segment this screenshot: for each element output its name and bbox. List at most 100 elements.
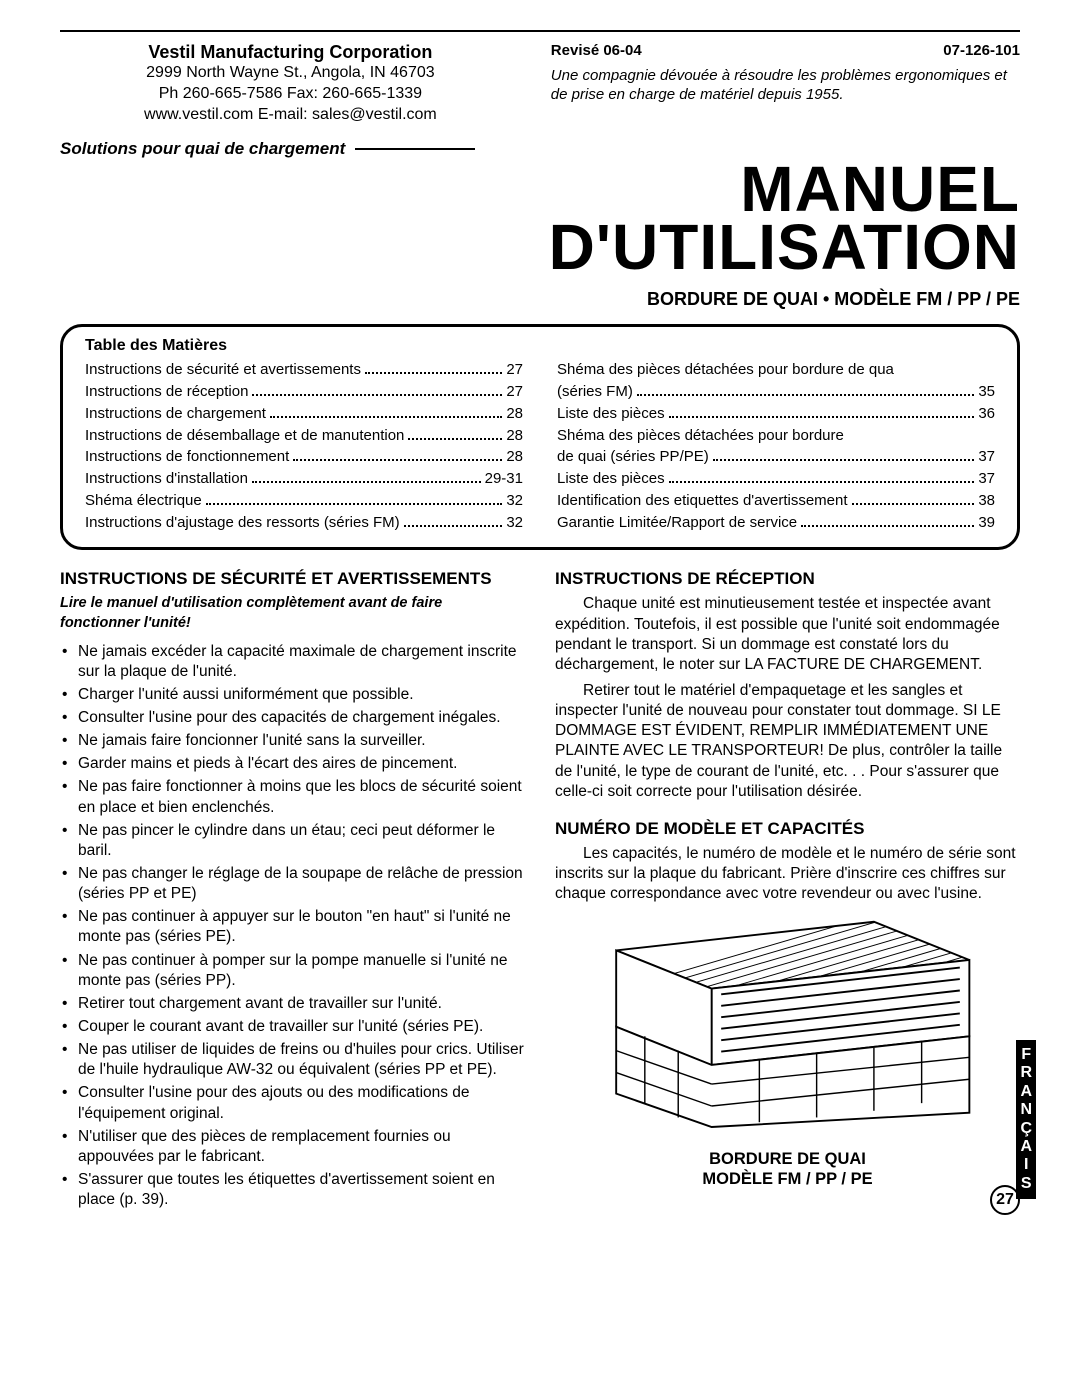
- safety-warning: Lire le manuel d'utilisation complètemen…: [60, 594, 525, 633]
- toc-entry-label: Instructions de réception: [85, 381, 248, 403]
- toc-leader-dots: [637, 394, 974, 396]
- safety-bullet: Consulter l'usine pour des capacités de …: [74, 708, 525, 728]
- solutions-label: Solutions pour quai de chargement: [60, 139, 345, 159]
- dock-edge-illustration: [555, 912, 1020, 1138]
- toc-entry-page: 35: [978, 381, 995, 403]
- toc-entry-page: 28: [506, 403, 523, 425]
- toc-entry-label: Liste des pièces: [557, 403, 665, 425]
- toc-leader-dots: [669, 416, 975, 418]
- language-tab-letter: A: [1020, 1083, 1032, 1101]
- toc-entry-label: Shéma électrique: [85, 490, 202, 512]
- toc-entry-page: 28: [506, 425, 523, 447]
- model-heading: NUMÉRO DE MODÈLE ET CAPACITÉS: [555, 818, 1020, 840]
- toc-entry: Instructions de réception 27: [85, 381, 523, 403]
- toc-entry-page: 28: [506, 446, 523, 468]
- toc-columns: Instructions de sécurité et avertissemen…: [85, 359, 995, 533]
- safety-bullet: N'utiliser que des pièces de remplacemen…: [74, 1127, 525, 1167]
- toc-entry-label: Instructions d'ajustage des ressorts (sé…: [85, 512, 400, 534]
- toc-leader-dots: [801, 525, 974, 527]
- reception-heading: INSTRUCTIONS DE RÉCEPTION: [555, 568, 1020, 590]
- toc-entry-page: 32: [506, 490, 523, 512]
- doc-number: 07-126-101: [943, 42, 1020, 59]
- toc-entry: Identification des etiquettes d'avertiss…: [557, 490, 995, 512]
- toc-entry-page: 39: [978, 512, 995, 534]
- figure-caption-1: BORDURE DE QUAI: [555, 1149, 1020, 1170]
- toc-entry-label: de quai (séries PP/PE): [557, 446, 709, 468]
- toc-entry: Garantie Limitée/Rapport de service 39: [557, 512, 995, 534]
- safety-bullet: Ne pas utiliser de liquides de freins ou…: [74, 1040, 525, 1080]
- toc-entry-label: Instructions de sécurité et avertissemen…: [85, 359, 361, 381]
- safety-bullet: Garder mains et pieds à l'écart des aire…: [74, 754, 525, 774]
- toc-entry: Instructions d'ajustage des ressorts (sé…: [85, 512, 523, 534]
- language-tab-letter: I: [1020, 1156, 1032, 1174]
- header-right: Revisé 06-04 07-126-101 Une compagnie dé…: [551, 42, 1020, 125]
- toc-entry: Instructions de désemballage et de manut…: [85, 425, 523, 447]
- toc-entry-page: 27: [506, 359, 523, 381]
- toc-entry-page: 29-31: [485, 468, 523, 490]
- toc-leader-dots: [252, 481, 481, 483]
- toc-entry-page: 37: [978, 446, 995, 468]
- language-tab-letter: A: [1020, 1138, 1032, 1156]
- body-col-left: INSTRUCTIONS DE SÉCURITÉ ET AVERTISSEMEN…: [60, 568, 525, 1213]
- toc-col-left: Instructions de sécurité et avertissemen…: [85, 359, 523, 533]
- toc-entry: Liste des pièces 36: [557, 403, 995, 425]
- toc-entry-label: (séries FM): [557, 381, 633, 403]
- revision-row: Revisé 06-04 07-126-101: [551, 42, 1020, 59]
- toc-leader-dots: [365, 372, 502, 374]
- toc-entry-label: Identification des etiquettes d'avertiss…: [557, 490, 848, 512]
- body-col-right: INSTRUCTIONS DE RÉCEPTION Chaque unité e…: [555, 568, 1020, 1213]
- toc-leader-dots: [669, 481, 975, 483]
- body-columns: INSTRUCTIONS DE SÉCURITÉ ET AVERTISSEMEN…: [60, 568, 1020, 1213]
- solutions-rule: [355, 148, 475, 150]
- toc-leader-dots: [713, 459, 975, 461]
- safety-bullet: Ne pas continuer à pomper sur la pompe m…: [74, 951, 525, 991]
- toc-entry: Shéma des pièces détachées pour bordure: [557, 425, 995, 447]
- safety-bullet: Ne pas faire fonctionner à moins que les…: [74, 777, 525, 817]
- toc-entry: Instructions de sécurité et avertissemen…: [85, 359, 523, 381]
- language-tab-letter: R: [1020, 1064, 1032, 1082]
- toc-entry-label: Garantie Limitée/Rapport de service: [557, 512, 797, 534]
- toc-entry-page: 32: [506, 512, 523, 534]
- safety-bullet: S'assurer que toutes les étiquettes d'av…: [74, 1170, 525, 1210]
- safety-bullet: Ne jamais faire foncionner l'unité sans …: [74, 731, 525, 751]
- toc-entry-page: 38: [978, 490, 995, 512]
- toc-entry-label: Instructions de fonctionnement: [85, 446, 289, 468]
- toc-leader-dots: [252, 394, 502, 396]
- toc-heading: Table des Matières: [85, 337, 995, 355]
- language-tab-letter: S: [1020, 1175, 1032, 1193]
- company-tagline: Une compagnie dévouée à résoudre les pro…: [551, 67, 1020, 105]
- safety-bullet-list: Ne jamais excéder la capacité maximale d…: [60, 642, 525, 1211]
- toc-entry-label: Instructions de chargement: [85, 403, 266, 425]
- model-p1: Les capacités, le numéro de modèle et le…: [555, 844, 1020, 904]
- toc-entry-label: Liste des pièces: [557, 468, 665, 490]
- toc-entry: Shéma des pièces détachées pour bordure …: [557, 359, 995, 381]
- toc-entry-page: 37: [978, 468, 995, 490]
- language-tab: FRANÇAIS: [1016, 1040, 1036, 1199]
- toc-col-right: Shéma des pièces détachées pour bordure …: [557, 359, 995, 533]
- toc-box: Table des Matières Instructions de sécur…: [60, 324, 1020, 550]
- toc-entry: Liste des pièces 37: [557, 468, 995, 490]
- toc-entry: Instructions de chargement 28: [85, 403, 523, 425]
- toc-leader-dots: [206, 503, 503, 505]
- toc-leader-dots: [270, 416, 502, 418]
- toc-entry-label: Instructions de désemballage et de manut…: [85, 425, 404, 447]
- safety-bullet: Ne pas changer le réglage de la soupape …: [74, 864, 525, 904]
- revised-label: Revisé 06-04: [551, 42, 642, 59]
- company-web-email: www.vestil.com E-mail: sales@vestil.com: [60, 105, 521, 126]
- language-tab-letter: Ç: [1020, 1120, 1032, 1138]
- language-tab-letter: F: [1020, 1046, 1032, 1064]
- safety-bullet: Ne jamais excéder la capacité maximale d…: [74, 642, 525, 682]
- toc-leader-dots: [293, 459, 502, 461]
- toc-entry: (séries FM) 35: [557, 381, 995, 403]
- safety-bullet: Ne pas pincer le cylindre dans un étau; …: [74, 821, 525, 861]
- toc-entry-page: 27: [506, 381, 523, 403]
- safety-bullet: Charger l'unité aussi uniformément que p…: [74, 685, 525, 705]
- toc-entry: de quai (séries PP/PE) 37: [557, 446, 995, 468]
- toc-entry-page: 36: [978, 403, 995, 425]
- safety-heading: INSTRUCTIONS DE SÉCURITÉ ET AVERTISSEMEN…: [60, 568, 525, 590]
- title-line2: D'UTILISATION: [60, 215, 1020, 279]
- company-phone-fax: Ph 260-665-7586 Fax: 260-665-1339: [60, 84, 521, 105]
- safety-bullet: Ne pas continuer à appuyer sur le bouton…: [74, 907, 525, 947]
- toc-leader-dots: [408, 438, 502, 440]
- reception-p1: Chaque unité est minutieusement testée e…: [555, 594, 1020, 675]
